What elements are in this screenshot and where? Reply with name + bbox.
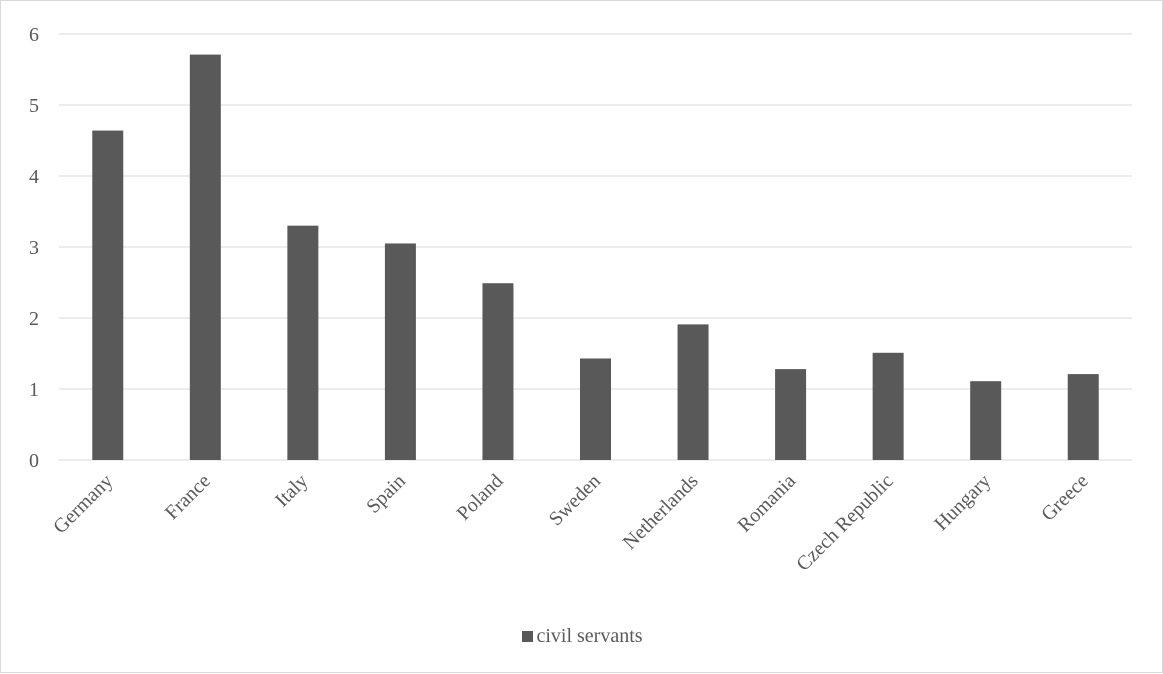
x-category-label: Netherlands bbox=[619, 470, 703, 554]
bar-netherlands bbox=[677, 324, 709, 460]
bars bbox=[92, 54, 1099, 461]
legend: civil servants bbox=[1, 625, 1163, 648]
y-axis-ticks: 0 1 2 3 4 5 6 bbox=[29, 24, 39, 472]
y-tick-label: 4 bbox=[29, 166, 39, 188]
x-category-label: Hungary bbox=[930, 470, 995, 535]
bar-poland bbox=[482, 283, 514, 460]
x-category-label: Greece bbox=[1037, 470, 1093, 526]
bar-czech-republic bbox=[872, 352, 904, 460]
y-tick-label: 2 bbox=[29, 308, 39, 330]
y-tick-label: 1 bbox=[29, 379, 39, 401]
bar-spain bbox=[384, 243, 416, 460]
x-axis-categories: Germany France Italy Spain Poland Sweden Nethe… bbox=[49, 470, 1093, 576]
bar-romania bbox=[775, 369, 807, 460]
x-category-label: Italy bbox=[271, 470, 312, 511]
x-category-label: Spain bbox=[362, 470, 410, 518]
gridlines bbox=[59, 33, 1132, 461]
x-category-label: Romania bbox=[734, 470, 801, 537]
x-category-label: France bbox=[161, 470, 215, 524]
legend-label: civil servants bbox=[536, 625, 643, 647]
x-category-label: Sweden bbox=[545, 470, 605, 530]
bar-sweden bbox=[580, 358, 611, 460]
bar-greece bbox=[1067, 374, 1099, 460]
x-category-label: Germany bbox=[49, 470, 117, 538]
y-tick-label: 5 bbox=[29, 95, 39, 117]
y-tick-label: 0 bbox=[29, 450, 39, 472]
y-tick-label: 6 bbox=[29, 24, 39, 46]
legend-swatch bbox=[522, 631, 534, 642]
bar-france bbox=[189, 54, 221, 461]
bar-germany bbox=[92, 130, 124, 460]
x-category-label: Poland bbox=[453, 470, 508, 525]
bar-italy bbox=[287, 225, 319, 460]
x-category-label: Czech Republic bbox=[792, 470, 898, 576]
bar-hungary bbox=[970, 381, 1002, 460]
y-tick-label: 3 bbox=[29, 237, 39, 259]
